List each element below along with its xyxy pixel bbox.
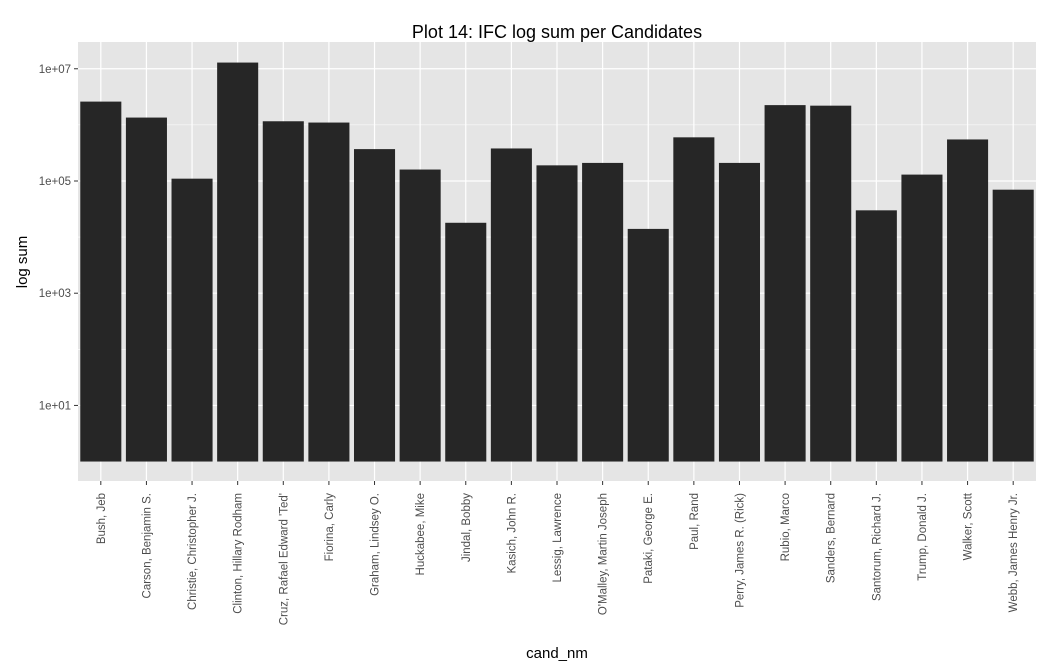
x-tick-label: Cruz, Rafael Edward 'Ted': [278, 493, 290, 625]
bar: [673, 137, 715, 462]
bars: [80, 62, 1034, 462]
x-tick-label: Christie, Christopher J.: [187, 493, 199, 610]
x-tick-label: Trump, Donald J.: [917, 493, 929, 581]
bar: [445, 222, 487, 462]
bar: [855, 210, 897, 462]
x-tick-label: Rubio, Marco: [780, 493, 792, 561]
chart-title: Plot 14: IFC log sum per Candidates: [412, 22, 702, 42]
bar: [764, 105, 806, 462]
bar: [490, 148, 532, 462]
bar: [901, 174, 943, 462]
y-tick-label: 1e+05: [39, 176, 71, 188]
bar: [536, 165, 578, 462]
bar: [217, 62, 259, 462]
x-tick-label: Clinton, Hillary Rodham: [233, 493, 245, 614]
bar: [947, 139, 989, 462]
y-axis-title: log sum: [14, 236, 31, 289]
x-tick-label: Webb, James Henry Jr.: [1008, 493, 1020, 612]
bar: [582, 162, 624, 462]
bar: [399, 169, 441, 462]
x-tick-label: Huckabee, Mike: [415, 493, 427, 575]
bar: [262, 121, 304, 462]
x-tick-label: O'Malley, Martin Joseph: [598, 493, 610, 615]
x-tick-label: Bush, Jeb: [96, 493, 108, 544]
x-tick-label: Fiorina, Carly: [324, 493, 336, 562]
x-tick-label: Graham, Lindsey O.: [370, 493, 382, 596]
y-tick-label: 1e+07: [39, 64, 71, 76]
bar: [810, 105, 852, 462]
x-tick-label: Santorum, Richard J.: [871, 493, 883, 601]
y-tick-label: 1e+01: [39, 400, 71, 412]
bar: [718, 162, 761, 462]
x-tick-label: Carson, Benjamin S.: [141, 493, 153, 598]
bar: [627, 228, 669, 462]
bar: [171, 178, 213, 462]
x-tick-label: Paul, Rand: [689, 493, 701, 550]
x-axis-title: cand_nm: [526, 645, 588, 662]
x-tick-label: Lessig, Lawrence: [552, 493, 564, 583]
x-tick-label: Sanders, Bernard: [826, 493, 838, 583]
bar: [125, 117, 167, 462]
bar: [80, 101, 122, 462]
y-axis: 1e+01 1e+03 1e+05 1e+07: [39, 64, 78, 412]
bar: [353, 149, 396, 462]
bar: [308, 122, 350, 462]
x-tick-label: Walker, Scott: [963, 492, 975, 560]
x-tick-label: Perry, James R. (Rick): [734, 493, 746, 608]
x-tick-label: Kasich, John R.: [506, 493, 518, 574]
y-tick-label: 1e+03: [39, 288, 71, 300]
x-tick-label: Pataki, George E.: [643, 493, 655, 584]
x-tick-label: Jindal, Bobby: [461, 493, 473, 562]
x-axis: Bush, Jeb Carson, Benjamin S. Christie, Ch…: [96, 481, 1020, 625]
bar: [992, 189, 1034, 462]
